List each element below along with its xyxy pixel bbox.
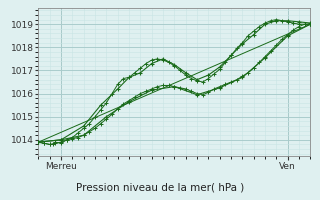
Text: Pression niveau de la mer( hPa ): Pression niveau de la mer( hPa ) (76, 182, 244, 192)
